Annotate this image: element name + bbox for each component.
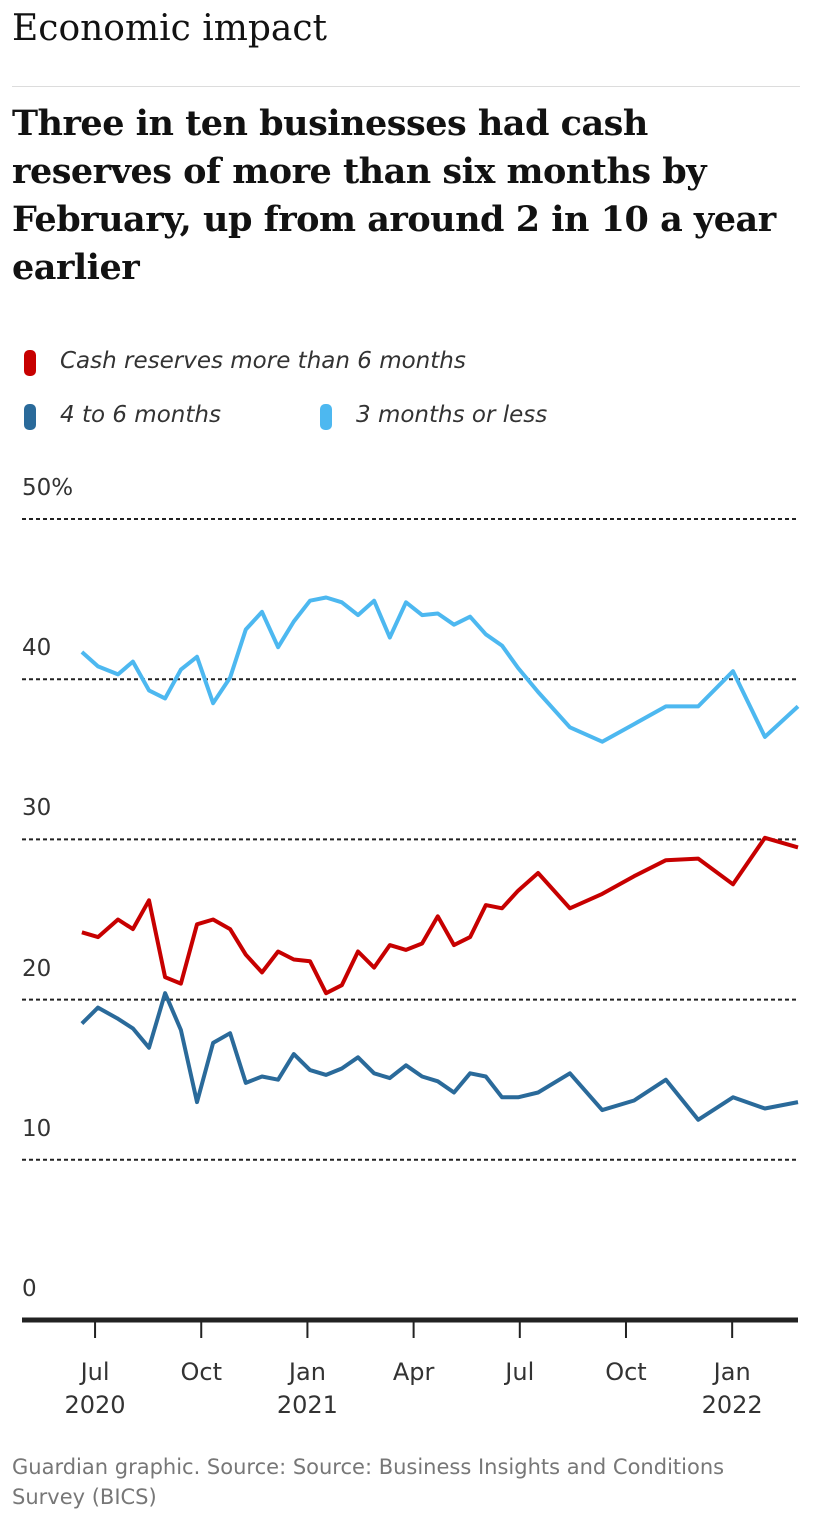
x-tick-label: Jan 2022 <box>701 1358 763 1419</box>
section-label: Economic impact <box>12 8 328 49</box>
series-line <box>80 595 800 744</box>
x-tick-label: Jul 2020 <box>64 1358 126 1419</box>
y-tick-label: 20 <box>22 955 52 982</box>
legend-swatch <box>320 404 332 430</box>
source: Guardian graphic. Source: Source: Busine… <box>12 1455 725 1509</box>
y-tick-label: 0 <box>22 1276 37 1302</box>
y-tick-label: 10 <box>22 1115 52 1142</box>
y-tick-label: 50% <box>22 475 74 501</box>
x-tick-label: Apr <box>392 1358 435 1386</box>
divider <box>12 86 800 87</box>
legend-entry: 3 months or less <box>320 402 547 430</box>
legend-entry: Cash reserves more than 6 months <box>24 348 466 376</box>
legend-swatch <box>24 350 36 376</box>
legend-swatch <box>24 404 36 430</box>
series-line <box>80 991 799 1122</box>
legend-entry: 4 to 6 months <box>24 402 221 430</box>
x-tick-label: Oct <box>605 1358 647 1386</box>
series-line <box>81 835 799 996</box>
x-tick-label: Jan 2021 <box>276 1358 338 1419</box>
x-tick-label: Jul <box>505 1358 535 1386</box>
chart-title: Three in ten businesses had cash reserve… <box>12 103 776 288</box>
x-tick-label: Oct <box>180 1358 222 1386</box>
y-tick-label: 40 <box>22 635 52 662</box>
y-tick-label: 30 <box>22 795 52 822</box>
